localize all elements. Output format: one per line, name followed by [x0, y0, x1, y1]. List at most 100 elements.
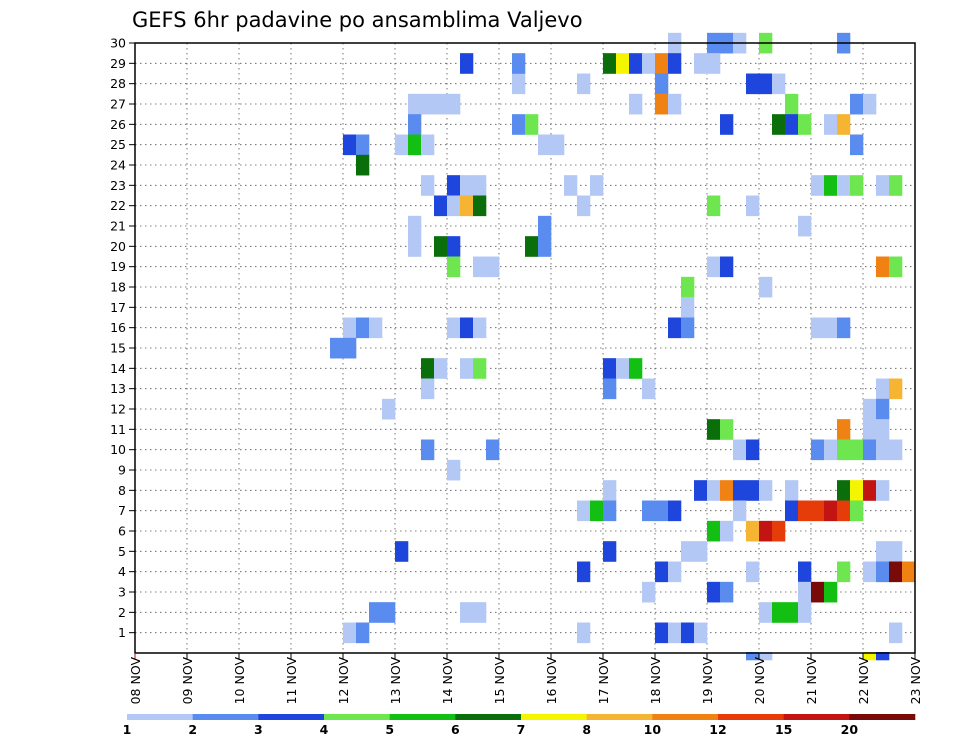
precip-cell [889, 622, 903, 644]
precip-cell [694, 622, 708, 644]
precip-cell [694, 53, 708, 74]
precip-cell [460, 175, 474, 196]
precip-cell [655, 53, 669, 74]
colorbar-swatch [521, 714, 587, 720]
colorbar-label: 15 [775, 722, 792, 737]
colorbar-swatch [718, 714, 784, 720]
precip-cell [655, 93, 669, 115]
precip-cell [694, 541, 708, 562]
precip-cell [785, 114, 799, 135]
precip-cell [343, 622, 357, 644]
precip-cell [408, 114, 422, 135]
gridlines [135, 42, 915, 653]
precip-cell [681, 276, 695, 298]
precip-cell [824, 500, 838, 522]
precip-cell [746, 480, 760, 501]
precip-cell [356, 317, 370, 339]
y-tick-label: 5 [118, 544, 126, 559]
precip-cell [863, 561, 877, 583]
precip-cell [538, 134, 552, 156]
y-tick-label: 12 [110, 402, 126, 417]
colorbar-swatch [389, 714, 456, 720]
precip-cell [629, 358, 643, 379]
precip-cell [538, 236, 552, 257]
colorbar-swatch [324, 714, 390, 720]
precip-cell [460, 602, 474, 623]
y-tick-label: 28 [110, 76, 126, 91]
precip-cell [811, 439, 825, 461]
precip-cell [837, 317, 851, 339]
precip-cell [876, 256, 890, 278]
precip-cell [798, 114, 812, 135]
precip-cell [707, 520, 721, 542]
precip-cell [824, 114, 838, 135]
x-tick-label: 22 NOV [856, 657, 871, 705]
precip-cell [876, 398, 890, 420]
x-tick-label: 12 NOV [336, 657, 351, 705]
precip-cell [356, 622, 370, 644]
precip-cell [772, 520, 786, 542]
precip-cell [655, 622, 669, 644]
y-tick-label: 13 [110, 381, 126, 396]
precip-cell [889, 561, 903, 583]
precip-cell [460, 317, 474, 339]
y-tick-label: 6 [118, 524, 126, 539]
precip-cell [759, 480, 773, 501]
precip-cell [421, 358, 435, 379]
precip-cell [369, 602, 383, 623]
chart-title: GEFS 6hr padavine po ansamblima Valjevo [132, 8, 583, 32]
precip-cell [343, 134, 357, 156]
precip-cell [746, 439, 760, 461]
precip-cell [655, 500, 669, 522]
precip-cell [850, 500, 864, 522]
colorbar-label: 3 [254, 722, 263, 737]
y-tick-label: 21 [110, 219, 126, 234]
precip-cell [889, 175, 903, 196]
precip-cell [655, 73, 669, 95]
precip-cell [681, 317, 695, 339]
precip-cell [473, 317, 487, 339]
precip-cell [486, 439, 500, 461]
colorbar-swatch [192, 714, 259, 720]
precip-cell [421, 175, 435, 196]
y-tick-label: 27 [110, 97, 126, 112]
precip-cell [343, 337, 357, 359]
precip-cell [876, 652, 890, 661]
precip-cell [473, 175, 487, 196]
precip-cell [889, 378, 903, 400]
precip-cell [447, 175, 461, 196]
x-tick-label: 11 NOV [284, 657, 299, 705]
colorbar: 1 2 3 4 5 6 7 8 10 12 15 20 [123, 714, 916, 737]
colorbar-swatch [455, 714, 522, 720]
precip-cell [447, 256, 461, 278]
precip-cell [811, 581, 825, 603]
precip-cell [447, 317, 461, 339]
precip-cell [616, 53, 630, 74]
y-tick-label: 4 [118, 564, 126, 579]
precip-cell [746, 652, 760, 661]
x-axis-ticks: 08 NOV 09 NOV 10 NOV 11 NOV 12 NOV 13 NOV 14 N… [128, 653, 923, 704]
y-tick-label: 25 [110, 137, 126, 152]
precip-cell [863, 439, 877, 461]
colorbar-label: 2 [188, 722, 197, 737]
precip-cell [863, 398, 877, 420]
precip-cell [863, 93, 877, 115]
precip-cell [824, 581, 838, 603]
precip-cell [408, 134, 422, 156]
x-tick-label: 23 NOV [908, 657, 923, 705]
precip-cell [447, 236, 461, 257]
precip-cell [577, 195, 591, 217]
y-tick-label: 14 [110, 361, 126, 376]
precip-cell [408, 215, 422, 237]
precip-cell [837, 114, 851, 135]
y-tick-label: 23 [110, 178, 126, 193]
precip-cell [421, 93, 435, 115]
precip-cell [837, 419, 851, 440]
x-tick-label: 18 NOV [648, 657, 663, 705]
precip-cell [850, 134, 864, 156]
precip-cell [603, 541, 617, 562]
y-tick-label: 2 [118, 605, 126, 620]
precip-cell [811, 317, 825, 339]
x-tick-label: 19 NOV [700, 657, 715, 705]
